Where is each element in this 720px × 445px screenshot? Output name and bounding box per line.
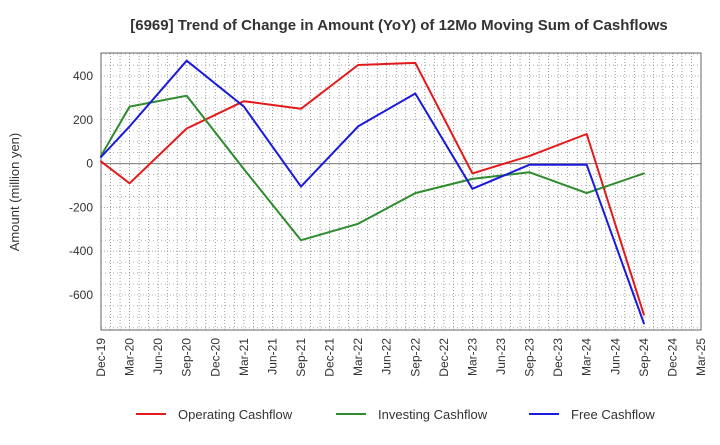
x-tick-label: Mar-23 (465, 338, 479, 376)
x-tick-label: Dec-20 (208, 338, 222, 377)
plot-area (101, 53, 701, 330)
y-axis-label: Amount (million yen) (7, 133, 22, 252)
series-line-2 (100, 94, 645, 242)
x-tick-label: Dec-22 (437, 338, 451, 377)
axis-layer: 400 200 0 -200 -400 -600 Dec-19 Mar-20 Jun-20 Sep… (69, 52, 708, 377)
grid-layer (100, 53, 702, 330)
x-tick-label: Jun-21 (265, 338, 279, 375)
series-line-3 (100, 59, 645, 325)
x-tick-label: Sep-23 (523, 338, 537, 377)
x-tick-label: Mar-20 (123, 338, 137, 376)
x-tick-label: Dec-23 (551, 338, 565, 377)
y-tick-label: -400 (69, 244, 93, 258)
y-tick-label: -600 (69, 288, 93, 302)
x-tick-label: Dec-19 (94, 338, 108, 377)
legend-item: Free Cashflow (529, 407, 655, 422)
x-tick-label: Dec-21 (323, 338, 337, 377)
x-tick-label: Jun-24 (608, 338, 622, 375)
x-tick-label: Mar-21 (237, 338, 251, 376)
legend: Operating Cashflow Investing Cashflow Free… (136, 407, 655, 422)
series-line-1 (100, 61, 645, 316)
x-tick-label: Sep-20 (180, 338, 194, 377)
series-layer (100, 59, 645, 325)
plot-frame (100, 52, 702, 331)
x-tick-label: Dec-24 (665, 338, 679, 377)
x-tick-label: Mar-24 (580, 338, 594, 376)
y-tick-label: 400 (73, 69, 93, 83)
legend-label: Free Cashflow (571, 407, 655, 422)
x-tick-label: Sep-21 (294, 338, 308, 377)
y-tick-label: -200 (69, 200, 93, 214)
y-tick-label: 200 (73, 113, 93, 127)
legend-item: Investing Cashflow (336, 407, 488, 422)
y-tick-label: 0 (86, 157, 93, 171)
chart-title: [6969] Trend of Change in Amount (YoY) o… (130, 17, 668, 34)
x-tick-label: Jun-20 (151, 338, 165, 375)
legend-label: Investing Cashflow (378, 407, 488, 422)
x-tick-label: Mar-25 (694, 338, 708, 376)
x-tick-label: Mar-22 (351, 338, 365, 376)
x-tick-label: Sep-24 (637, 338, 651, 377)
x-tick-label: Jun-23 (494, 338, 508, 375)
x-tick-label: Sep-22 (408, 338, 422, 377)
legend-item: Operating Cashflow (136, 407, 293, 422)
legend-label: Operating Cashflow (178, 407, 293, 422)
x-tick-label: Jun-22 (380, 338, 394, 375)
